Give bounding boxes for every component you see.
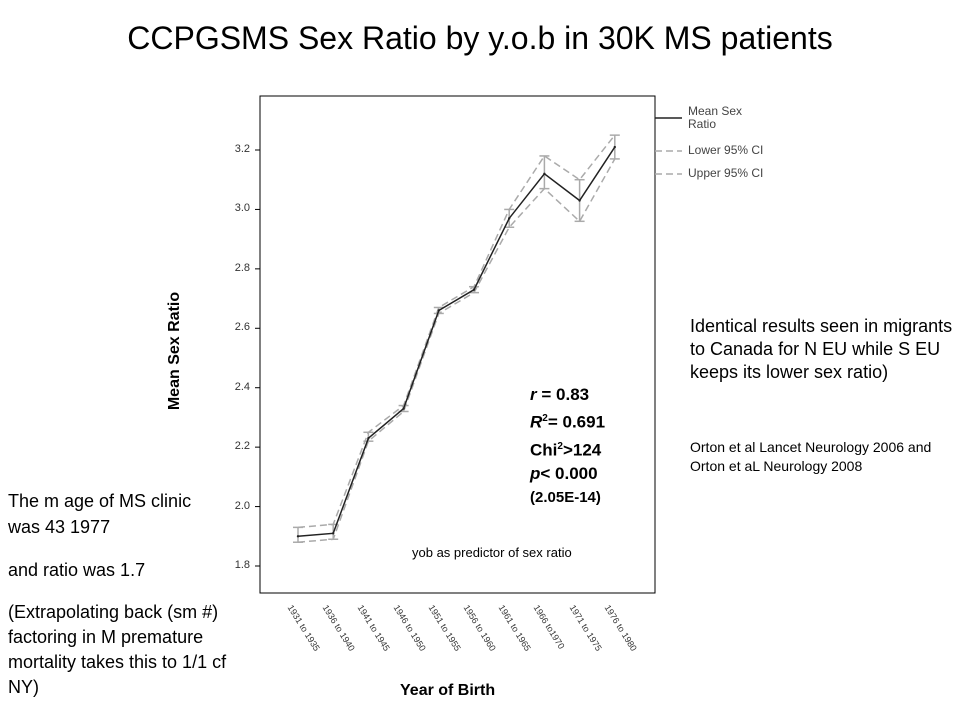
left-note-age: The m age of MS clinic was 43 1977 [8, 491, 192, 537]
stats-block: r = 0.83 R2= 0.691 Chi2>124 p< 0.000 (2.… [530, 383, 605, 510]
legend-swatches [655, 117, 682, 175]
y-tick-label: 2.8 [234, 261, 250, 274]
mean-point [508, 217, 511, 220]
mean-point [543, 172, 546, 175]
stat-p: p< 0.000 [530, 464, 598, 484]
y-tick-label: 2.2 [234, 440, 250, 453]
y-tick-label: 2.4 [234, 380, 250, 393]
lower-ci-line [297, 158, 616, 543]
y-tick-label: 1.8 [234, 559, 250, 571]
legend-mean-label: Mean Sex Ratio [688, 104, 743, 131]
plot-frame [259, 95, 656, 594]
y-tick-label: 2.0 [234, 499, 250, 512]
mean-point [296, 535, 300, 538]
mean-point [578, 199, 581, 202]
migrants-note: Identical results seen in migrants to Ca… [690, 316, 953, 382]
legend-upper-label: Upper 95% CI [688, 166, 764, 180]
slide-title: CCPGSMS Sex Ratio by y.o.b in 30K MS pat… [127, 20, 833, 56]
stat-p-exact: (2.05E-14) [530, 489, 601, 507]
mean-point [613, 145, 616, 149]
legend-lower-label: Lower 95% CI [688, 143, 764, 157]
reference-note: Orton et al Lancet Neurology 2006 and Or… [690, 439, 932, 474]
mean-point [472, 288, 476, 291]
mean-point [332, 532, 335, 535]
y-axis-ticks [255, 149, 260, 567]
stat-p-value: < 0.000 [540, 464, 598, 484]
y-axis-label: Mean Sex Ratio [166, 291, 183, 411]
left-note-ratio: and ratio was 1.7 [8, 560, 146, 580]
y-tick-label: 3.2 [234, 143, 250, 155]
stat-r: r = 0.83 [530, 385, 590, 404]
mean-point [402, 407, 405, 410]
mean-sex-ratio-line [297, 146, 616, 538]
predictor-note: yob as predictor of sex ratio [412, 545, 572, 560]
stat-r-value: = 0.83 [541, 385, 590, 404]
y-tick-label: 2.6 [234, 321, 250, 334]
x-axis-label: Year of Birth [400, 682, 496, 699]
stat-chi-value: >124 [562, 440, 602, 460]
stat-chi: Chi2>124 [530, 440, 602, 460]
y-tick-label: 3.0 [234, 202, 250, 215]
mean-point [367, 437, 370, 440]
stat-r2-value: = 0.691 [547, 412, 606, 432]
left-note-extrapolation: (Extrapolating back (sm #) factoring in … [8, 602, 227, 697]
error-bars [293, 134, 620, 543]
upper-ci-line [297, 134, 616, 529]
mean-point [437, 309, 440, 312]
confidence-interval-lines [297, 134, 616, 543]
mean-line-group [296, 145, 616, 538]
stat-r2: R2= 0.691 [530, 412, 606, 432]
